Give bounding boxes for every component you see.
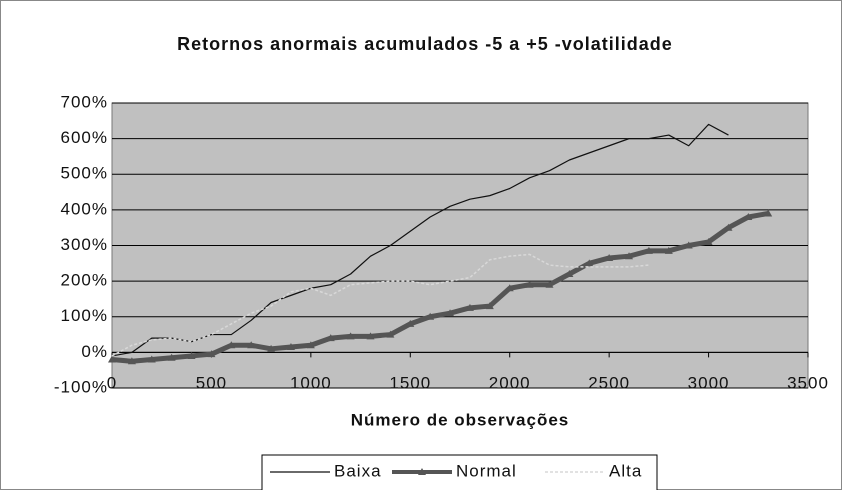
- series-marker: [386, 330, 395, 338]
- series-marker: [426, 312, 435, 320]
- series-marker: [406, 319, 415, 327]
- series-marker: [207, 350, 216, 358]
- series-marker: [565, 270, 574, 277]
- x-tick-label: 2500: [588, 373, 630, 392]
- series-marker: [247, 341, 256, 349]
- y-tick-label: 300%: [61, 235, 108, 254]
- y-tick-label: 500%: [61, 164, 108, 183]
- series-marker: [346, 332, 355, 340]
- series-line: [111, 210, 769, 364]
- x-tick-label: 2000: [489, 373, 531, 392]
- x-tick-label: 3000: [688, 373, 730, 392]
- series-marker: [684, 241, 693, 249]
- series-marker: [108, 355, 116, 363]
- series-marker: [744, 213, 753, 220]
- series-marker: [167, 353, 176, 361]
- series-marker: [306, 341, 315, 349]
- x-tick-label: 1500: [389, 373, 431, 392]
- series-marker: [625, 252, 634, 260]
- series-marker: [286, 343, 295, 351]
- x-tick-label: 0: [107, 373, 117, 392]
- y-tick-label: 100%: [61, 306, 108, 325]
- y-tick-label: 0%: [81, 342, 108, 361]
- series-marker: [545, 280, 554, 288]
- series-marker: [147, 355, 156, 363]
- series-marker: [485, 302, 494, 310]
- series-line: [111, 123, 729, 357]
- x-tick-label: 1000: [290, 373, 332, 392]
- series-marker: [664, 246, 673, 254]
- series-marker: [465, 303, 474, 311]
- y-tick-label: 200%: [61, 271, 108, 290]
- series-marker: [326, 334, 335, 342]
- x-tick-label: 500: [196, 373, 227, 392]
- legend-label: Baixa: [334, 461, 382, 480]
- y-tick-label: 400%: [61, 199, 108, 218]
- series-marker: [704, 237, 713, 245]
- series-marker: [227, 341, 236, 349]
- series-marker: [267, 344, 276, 352]
- series-marker: [605, 253, 614, 261]
- series-marker: [764, 209, 773, 217]
- x-axis-label: Número de observações: [351, 410, 569, 429]
- series-marker: [585, 259, 594, 267]
- series-marker: [525, 280, 534, 288]
- y-tick-label: -100%: [54, 377, 108, 396]
- series-marker: [644, 246, 653, 254]
- y-tick-label: 600%: [61, 128, 108, 147]
- legend-marker: [418, 468, 426, 475]
- series-marker: [446, 309, 455, 317]
- series-marker: [724, 223, 733, 231]
- y-tick-label: 700%: [61, 92, 108, 111]
- series-marker: [505, 284, 514, 292]
- series-marker: [127, 357, 136, 365]
- legend-label: Alta: [609, 461, 642, 480]
- x-tick-label: 3500: [787, 373, 829, 392]
- legend-label: Normal: [456, 461, 517, 480]
- series-marker: [366, 332, 375, 340]
- chart-title: Retornos anormais acumulados -5 a +5 -vo…: [177, 34, 673, 54]
- series-marker: [187, 351, 196, 359]
